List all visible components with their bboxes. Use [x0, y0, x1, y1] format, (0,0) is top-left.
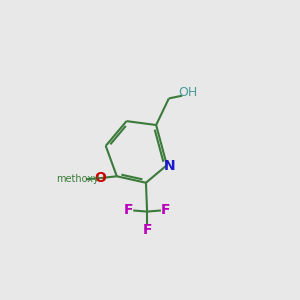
Text: N: N	[164, 159, 176, 172]
Text: methoxy: methoxy	[56, 174, 99, 184]
Text: O: O	[94, 171, 106, 185]
Text: F: F	[142, 223, 152, 237]
Text: F: F	[124, 203, 134, 217]
Text: OH: OH	[178, 86, 198, 99]
Text: F: F	[160, 203, 170, 217]
